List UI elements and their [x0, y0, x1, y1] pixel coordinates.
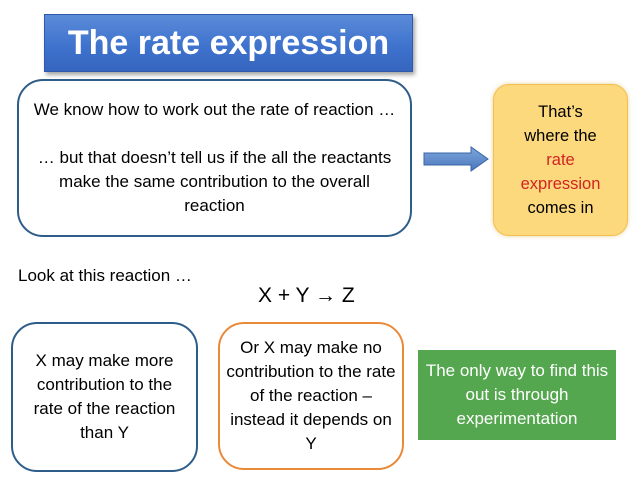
callout-line-3: comes in [527, 199, 594, 217]
intro-box: We know how to work out the rate of reac… [17, 79, 412, 237]
right-arrow-icon [423, 146, 489, 172]
conclusion-box: The only way to find this out is through… [418, 350, 616, 440]
callout-highlight-2: expression [520, 175, 601, 193]
look-at-reaction-text: Look at this reaction … [18, 266, 192, 285]
callout-line-1: That’s [538, 103, 583, 121]
intro-line-1: We know how to work out the rate of reac… [33, 100, 396, 119]
reaction-equation: X + Y → Z [258, 284, 355, 307]
intro-line-2: … but that doesn’t tell us if the all th… [37, 148, 392, 215]
slide-title: The rate expression [44, 14, 413, 72]
callout-line-2: where the [524, 127, 597, 145]
rate-expression-callout: That’s where the rate expression comes i… [493, 84, 628, 236]
option-x-box: X may make more contribution to the rate… [11, 322, 198, 472]
option-y-box: Or X may make no contribution to the rat… [218, 322, 404, 470]
callout-highlight-1: rate [546, 151, 575, 169]
